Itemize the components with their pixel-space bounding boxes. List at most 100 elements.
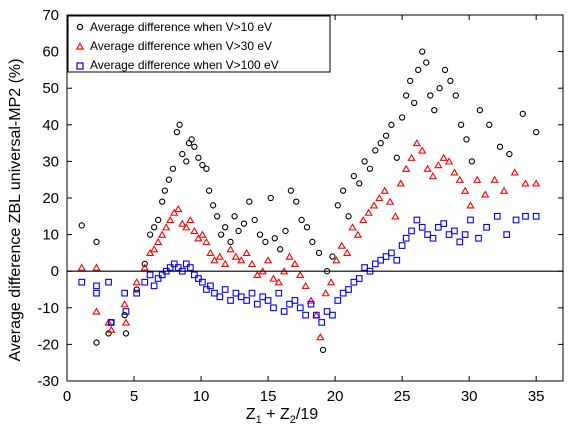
- data-point-series-2-49: [339, 289, 347, 297]
- data-point-series-1-46: [321, 289, 330, 297]
- data-point-series-0-9: [146, 231, 154, 238]
- data-point-series-0-43: [287, 187, 295, 194]
- data-point-series-0-39: [267, 194, 274, 202]
- data-point-series-2-22: [199, 278, 206, 286]
- data-point-series-0-56: [356, 180, 363, 187]
- y-tick-label-10: 70: [42, 7, 59, 24]
- data-point-series-2-8: [141, 278, 149, 286]
- data-point-series-0-71: [427, 92, 434, 99]
- data-point-series-0-14: [165, 176, 173, 183]
- data-point-series-2-57: [382, 253, 390, 260]
- data-point-series-0-5: [121, 311, 128, 319]
- data-point-series-2-6: [122, 308, 130, 315]
- data-point-series-2-66: [429, 234, 437, 242]
- x-tick-label-3: 15: [260, 388, 277, 405]
- data-point-series-0-21: [188, 136, 195, 143]
- data-point-series-1-41: [296, 270, 305, 279]
- y-tick-label-6: 30: [42, 153, 59, 170]
- data-point-series-0-38: [262, 238, 269, 246]
- data-point-series-1-23: [202, 237, 211, 246]
- data-point-series-0-74: [441, 66, 449, 74]
- data-point-series-1-45: [316, 333, 325, 341]
- y-axis-label: Average difference ZBL universal-MP2 (%): [7, 59, 24, 362]
- data-point-series-0-62: [388, 121, 395, 128]
- data-point-series-0-30: [222, 224, 229, 231]
- data-point-series-2-19: [186, 264, 194, 271]
- data-point-series-2-10: [150, 282, 158, 290]
- data-point-series-0-36: [251, 216, 258, 224]
- y-tick-label-5: 20: [42, 190, 59, 207]
- data-point-series-1-64: [418, 146, 427, 154]
- data-point-series-2-47: [329, 311, 336, 319]
- data-point-series-0-46: [303, 224, 311, 231]
- data-point-series-2-24: [207, 282, 214, 290]
- data-point-series-0-77: [457, 121, 465, 128]
- data-point-series-2-51: [350, 278, 358, 286]
- data-point-series-1-17: [178, 219, 187, 227]
- data-point-series-0-78: [463, 136, 470, 143]
- data-point-series-2-42: [302, 311, 309, 319]
- data-point-series-1-26: [215, 252, 224, 260]
- y-tick-label-2: -10: [37, 300, 59, 317]
- data-point-series-0-29: [218, 231, 225, 238]
- data-point-series-0-44: [293, 198, 300, 205]
- data-point-series-2-68: [440, 220, 448, 227]
- data-point-series-0-64: [398, 114, 406, 121]
- data-point-series-2-35: [264, 297, 272, 304]
- data-point-series-0-76: [452, 92, 459, 99]
- data-point-series-1-7: [132, 278, 141, 286]
- data-point-series-2-44: [312, 311, 320, 319]
- data-point-series-0-81: [486, 121, 493, 128]
- data-point-series-0-83: [506, 150, 513, 158]
- data-point-series-2-65: [424, 231, 431, 238]
- data-point-series-1-49: [337, 241, 346, 249]
- data-point-series-0-57: [361, 158, 368, 165]
- data-point-series-1-18: [182, 223, 191, 231]
- data-point-series-1-69: [444, 157, 454, 165]
- y-tick-label-0: -30: [37, 373, 59, 390]
- data-point-series-0-13: [161, 187, 169, 194]
- data-point-series-0-26: [205, 187, 213, 194]
- data-point-series-0-15: [169, 165, 177, 172]
- data-point-series-2-39: [286, 300, 293, 308]
- data-point-series-1-65: [423, 164, 432, 172]
- data-point-series-1-77: [499, 186, 509, 194]
- data-point-series-1-53: [359, 215, 368, 224]
- data-point-series-2-61: [402, 234, 410, 242]
- data-point-series-0-2: [93, 339, 100, 346]
- data-point-series-2-40: [291, 297, 299, 304]
- data-point-series-0-51: [329, 253, 336, 260]
- data-point-series-0-45: [298, 216, 305, 224]
- data-point-series-0-72: [431, 107, 438, 114]
- data-point-series-0-27: [209, 202, 217, 209]
- data-point-series-1-76: [490, 175, 499, 183]
- data-point-series-1-13: [162, 223, 171, 231]
- data-point-series-0-12: [159, 198, 166, 205]
- legend-label-v100: Average difference when V>100 eV: [90, 58, 279, 72]
- data-point-series-0-42: [282, 227, 289, 235]
- x-tick-label-6: 30: [461, 388, 478, 405]
- data-point-series-1-8: [140, 263, 149, 271]
- data-point-series-2-64: [418, 223, 426, 231]
- data-point-series-2-58: [388, 249, 395, 257]
- data-point-series-2-12: [158, 271, 166, 279]
- data-point-series-0-79: [468, 158, 475, 165]
- data-point-series-1-54: [364, 208, 373, 216]
- data-point-series-1-78: [510, 168, 519, 176]
- data-point-series-1-48: [332, 256, 341, 264]
- data-point-series-0-1: [93, 238, 100, 246]
- data-point-series-2-27: [221, 286, 229, 293]
- data-point-series-0-67: [411, 99, 418, 106]
- x-label-z1: Z: [246, 406, 256, 423]
- data-point-series-1-11: [154, 237, 163, 246]
- data-point-series-2-30: [237, 293, 245, 301]
- data-point-series-1-1: [92, 263, 101, 271]
- data-point-series-1-57: [380, 186, 389, 194]
- data-point-series-2-36: [270, 304, 277, 312]
- data-point-series-1-6: [121, 318, 131, 326]
- data-point-series-0-19: [183, 158, 190, 165]
- data-point-series-2-74: [475, 234, 482, 242]
- data-point-series-2-38: [280, 308, 288, 315]
- data-point-series-2-59: [393, 256, 401, 264]
